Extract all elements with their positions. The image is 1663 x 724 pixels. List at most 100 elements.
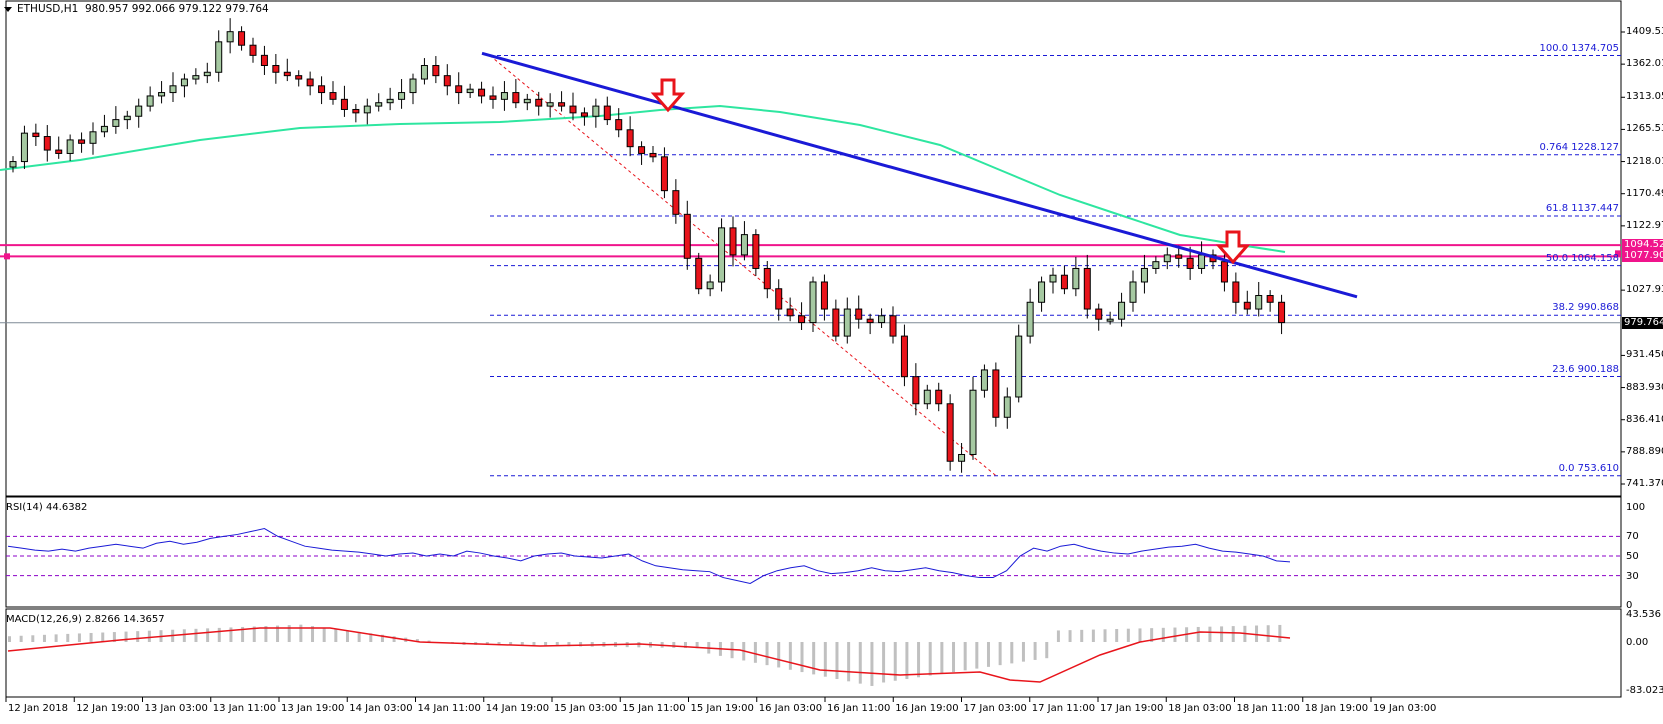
bear-candle — [1095, 308, 1103, 320]
time-axis-label: 16 Jan 19:00 — [895, 703, 959, 714]
macd-histogram-bar — [1220, 626, 1224, 642]
macd-histogram-bar — [672, 642, 676, 648]
bear-candle — [43, 136, 51, 151]
time-axis-label: 13 Jan 19:00 — [281, 703, 345, 714]
bull-candle — [969, 389, 977, 455]
macd-histogram-bar — [858, 642, 862, 684]
macd-histogram-bar — [287, 625, 291, 642]
time-axis-label: 18 Jan 11:00 — [1236, 703, 1300, 714]
bull-candle — [1026, 301, 1034, 337]
macd-histogram-bar — [147, 630, 151, 642]
bear-candle — [295, 75, 303, 80]
macd-histogram-bar — [217, 627, 221, 642]
bull-candle — [923, 389, 931, 405]
bear-candle — [695, 257, 703, 290]
time-axis-label: 12 Jan 2018 — [8, 703, 68, 714]
macd-histogram-bar — [1196, 626, 1200, 642]
bear-candle — [672, 190, 680, 215]
macd-histogram-bar — [194, 628, 198, 642]
bear-candle — [1186, 257, 1194, 269]
macd-histogram-bar — [66, 633, 70, 642]
macd-histogram-bar — [369, 633, 373, 642]
rsi-axis-label: 50 — [1626, 551, 1639, 562]
macd-histogram-bar — [1138, 628, 1142, 642]
macd-histogram-bar — [952, 642, 956, 673]
bear-candle — [729, 227, 737, 256]
macd-histogram-bar — [241, 626, 245, 642]
macd-histogram-bar — [975, 642, 979, 669]
bull-candle — [420, 65, 428, 80]
fib-label: 61.8 1137.447 — [1545, 203, 1619, 215]
rsi-axis-label: 0 — [1626, 600, 1633, 611]
macd-histogram-bar — [322, 627, 326, 642]
bear-candle — [866, 318, 874, 324]
bull-candle — [146, 95, 154, 107]
bear-candle — [900, 335, 908, 378]
macd-histogram-bar — [986, 642, 990, 667]
macd-histogram-bar — [1068, 630, 1072, 642]
macd-histogram-bar — [31, 635, 35, 642]
bear-candle — [1243, 301, 1251, 310]
bear-candle — [306, 78, 314, 87]
bear-candle — [1175, 254, 1183, 259]
bull-candle — [1072, 267, 1080, 290]
bull-candle — [1152, 261, 1160, 269]
bear-candle — [260, 54, 268, 67]
macd-histogram-bar — [823, 642, 827, 677]
macd-histogram-bar — [1161, 627, 1165, 642]
price-axis-label: 1027.930 — [1626, 284, 1663, 296]
bull-candle — [226, 31, 234, 43]
rsi-title: RSI(14) 44.6382 — [6, 502, 88, 513]
price-axis-label: 1409.530 — [1626, 26, 1663, 37]
bull-candle — [958, 453, 966, 462]
macd-histogram-bar — [847, 642, 851, 682]
fib-label: 38.2 990.868 — [1552, 302, 1619, 314]
bull-candle — [1255, 295, 1263, 310]
macd-histogram-bar — [229, 627, 233, 642]
bull-candle — [20, 132, 28, 163]
time-axis-label: 16 Jan 03:00 — [758, 703, 823, 714]
macd-histogram-bar — [835, 642, 839, 680]
bull-candle — [500, 92, 508, 100]
macd-histogram-bar — [1150, 628, 1154, 642]
bear-candle — [580, 112, 588, 117]
resistance-price-tag: 1077.905 — [1622, 250, 1663, 263]
price-axis-label: 741.370 — [1626, 478, 1663, 489]
bear-candle — [786, 308, 794, 317]
collapse-triangle-icon[interactable] — [4, 6, 12, 12]
bull-candle — [809, 281, 817, 324]
bear-candle — [283, 71, 291, 77]
bear-candle — [558, 102, 566, 107]
bull-candle — [398, 92, 406, 100]
trendline — [481, 51, 1358, 299]
macd-histogram-bar — [77, 633, 81, 642]
time-axis-label: 17 Jan 03:00 — [963, 703, 1027, 714]
bear-candle — [820, 281, 828, 310]
macd-histogram-bar — [544, 642, 548, 646]
bear-candle — [1278, 301, 1286, 324]
bear-candle — [272, 65, 280, 73]
fib-label: 50.0 1064.158 — [1545, 252, 1619, 264]
bear-candle — [603, 105, 611, 121]
time-axis-label: 12 Jan 19:00 — [76, 703, 140, 714]
bull-candle — [1198, 254, 1206, 269]
macd-histogram-bar — [415, 639, 419, 642]
macd-histogram-bar — [579, 642, 583, 647]
bear-candle — [1060, 274, 1068, 290]
time-axis-label: 16 Jan 11:00 — [827, 703, 891, 714]
macd-histogram-bar — [1021, 642, 1025, 662]
fib-anchor-line — [489, 55, 997, 477]
bear-candle — [683, 213, 691, 259]
bull-candle — [466, 88, 474, 94]
rsi-axis-label: 30 — [1626, 570, 1639, 582]
macd-histogram-bar — [509, 642, 513, 646]
macd-histogram-bar — [1126, 628, 1130, 642]
time-axis-label: 18 Jan 03:00 — [1168, 703, 1232, 714]
macd-histogram-bar — [1091, 629, 1095, 642]
macd-histogram-bar — [182, 629, 186, 642]
macd-histogram-bar — [89, 632, 93, 642]
bull-candle — [386, 98, 394, 104]
bear-candle — [649, 152, 657, 158]
